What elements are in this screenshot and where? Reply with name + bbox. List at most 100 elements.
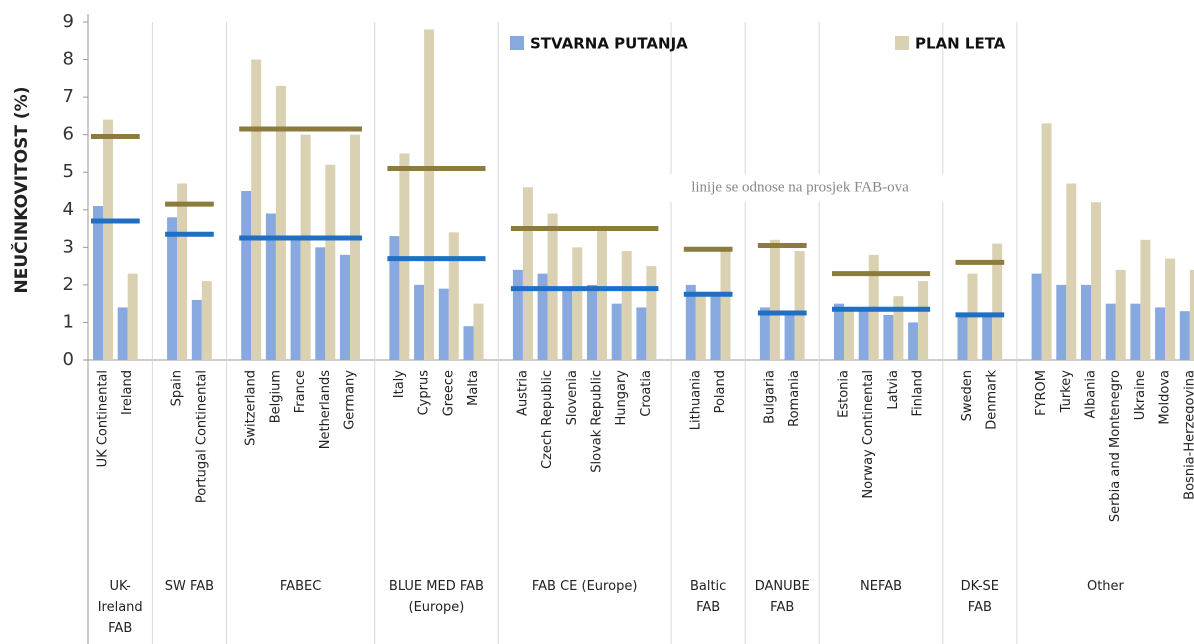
bar — [710, 292, 721, 360]
bar — [241, 191, 252, 360]
bar — [1031, 273, 1042, 360]
bar — [1115, 269, 1126, 360]
x-tick-label: Serbia and Montenegro — [1108, 370, 1123, 522]
x-tick-label: Germany — [343, 370, 358, 430]
bar — [1081, 284, 1091, 360]
bar — [562, 288, 573, 360]
bar — [424, 29, 435, 361]
bar — [844, 307, 854, 360]
bar — [414, 284, 425, 360]
bar — [191, 299, 202, 360]
x-tick-label: Denmark — [985, 370, 1000, 430]
y-tick-label: 2 — [63, 274, 74, 295]
x-tick-label: Switzerland — [244, 370, 259, 446]
y-tick-label: 8 — [63, 49, 74, 70]
x-tick-label: Finland — [911, 370, 926, 416]
group-label: FABEC — [279, 579, 322, 594]
bar — [611, 303, 622, 360]
group-label: Baltic FAB — [689, 579, 727, 615]
x-tick-label: Estonia — [837, 370, 852, 418]
bar — [992, 243, 1003, 360]
bar — [1140, 239, 1151, 360]
bar — [522, 187, 533, 360]
annotation: linije se odnose na prosjek FAB-ova — [691, 179, 909, 195]
x-tick-label: Bosnia-Herzegovina — [1182, 370, 1194, 500]
x-tick-label: Portugal Continental — [194, 370, 209, 503]
bar — [177, 183, 188, 360]
x-tick-label: Turkey — [1059, 370, 1074, 414]
x-tick-label: Lithuania — [688, 370, 703, 430]
x-tick-label: Albania — [1084, 370, 1099, 419]
y-tick-label: 7 — [63, 86, 74, 107]
x-tick-label: Belgium — [268, 370, 283, 423]
bar — [1056, 284, 1067, 360]
y-tick-label: 1 — [63, 311, 74, 332]
bar — [512, 269, 523, 360]
bar — [167, 217, 178, 360]
annotation-box — [600, 174, 1010, 202]
bar — [275, 85, 286, 360]
y-tick-label: 9 — [63, 11, 74, 32]
bar — [1179, 311, 1190, 360]
legend-label: STVARNA PUTANJA — [530, 35, 688, 53]
x-tick-label: Netherlands — [318, 370, 333, 449]
bar — [918, 281, 929, 360]
x-tick-label: UK Continental — [96, 370, 111, 467]
bar — [350, 134, 360, 360]
bar — [908, 322, 919, 360]
group-label: DANUBE FAB — [754, 579, 810, 615]
group-label: NEFAB — [860, 579, 903, 594]
bar — [572, 247, 583, 360]
bar — [251, 59, 262, 361]
bar — [1041, 123, 1052, 361]
group-label: DK-SE FAB — [960, 579, 999, 615]
bar — [127, 273, 138, 360]
x-tick-label: Moldova — [1158, 370, 1173, 425]
bar — [117, 307, 128, 360]
legend-label: PLAN LETA — [915, 35, 1006, 53]
bar — [695, 296, 706, 360]
bar — [759, 307, 770, 360]
x-tick-label: Norway Continental — [861, 370, 876, 499]
bar — [448, 232, 459, 360]
group-label: FAB CE (Europe) — [531, 579, 638, 594]
bar — [893, 296, 904, 360]
bar — [463, 326, 474, 360]
bar — [1091, 202, 1101, 360]
x-tick-label: Cyprus — [417, 370, 432, 416]
group-label: UK-Ireland FAB — [97, 579, 143, 636]
bar — [389, 236, 400, 360]
bar — [1155, 307, 1166, 360]
x-tick-label: Poland — [713, 370, 728, 413]
bar — [537, 273, 548, 360]
legend-swatch — [510, 36, 524, 50]
group-label: BLUE MED FAB (Europe) — [388, 579, 484, 615]
y-axis-label: NEUČINKOVITOST (%) — [10, 87, 32, 294]
bar — [636, 307, 647, 360]
x-tick-label: Romania — [787, 370, 802, 427]
bar — [587, 284, 597, 360]
bar — [1130, 303, 1141, 360]
bar — [340, 254, 350, 360]
y-tick-label: 0 — [63, 349, 74, 370]
bar — [300, 134, 311, 360]
bar — [685, 284, 696, 360]
x-tick-label: Greece — [441, 370, 456, 416]
x-tick-label: Croatia — [639, 370, 654, 417]
bar — [1189, 269, 1194, 360]
bar — [597, 228, 607, 360]
bar — [834, 303, 844, 360]
x-tick-label: Hungary — [614, 370, 629, 426]
y-tick-label: 6 — [63, 124, 74, 145]
x-tick-label: FYROM — [1034, 370, 1049, 416]
x-tick-label: Sweden — [960, 370, 975, 421]
bar — [290, 236, 301, 360]
bar — [957, 314, 968, 360]
bar — [883, 314, 894, 360]
bar — [1165, 258, 1176, 360]
bar — [858, 307, 869, 360]
bar — [315, 247, 326, 360]
x-tick-label: Ireland — [120, 370, 135, 415]
bar — [794, 251, 805, 360]
